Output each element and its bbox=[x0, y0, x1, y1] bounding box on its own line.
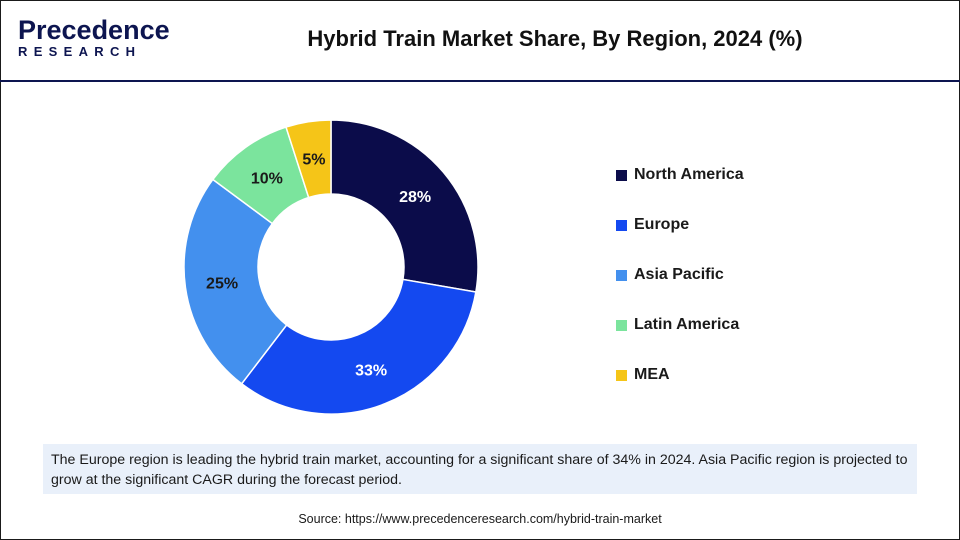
summary-note: The Europe region is leading the hybrid … bbox=[43, 444, 917, 494]
slice-europe bbox=[240, 278, 477, 415]
slice-asia-pacific bbox=[183, 178, 288, 385]
legend-swatch bbox=[616, 219, 627, 231]
legend-label: MEA bbox=[634, 366, 670, 383]
slice-label-europe: 33% bbox=[355, 362, 387, 379]
brand-logo-subtitle: RESEARCH bbox=[18, 44, 142, 59]
slice-north-america bbox=[330, 119, 479, 293]
legend-label: Latin America bbox=[634, 316, 740, 333]
brand-logo-name: Precedence bbox=[18, 15, 170, 45]
legend-label: North America bbox=[634, 166, 744, 183]
slice-mea bbox=[285, 119, 332, 199]
legend-item-north-america: North America bbox=[616, 150, 744, 200]
header: Precedence RESEARCH Hybrid Train Market … bbox=[0, 0, 960, 82]
legend-item-latin-america: Latin America bbox=[616, 300, 744, 350]
legend-swatch bbox=[616, 169, 627, 181]
legend-swatch bbox=[616, 369, 627, 381]
legend-swatch bbox=[616, 269, 627, 281]
source-citation: Source: https://www.precedenceresearch.c… bbox=[298, 512, 662, 526]
legend-label: Asia Pacific bbox=[634, 266, 724, 283]
slice-label-latin-america: 10% bbox=[251, 171, 283, 188]
donut-chart: 28% 33% 25% 10% 5% bbox=[183, 119, 479, 415]
legend-item-mea: MEA bbox=[616, 350, 744, 400]
brand-logo: Precedence RESEARCH bbox=[18, 15, 170, 66]
slice-label-mea: 5% bbox=[302, 151, 325, 168]
legend-item-europe: Europe bbox=[616, 200, 744, 250]
chart-legend: North America Europe Asia Pacific Latin Ame… bbox=[616, 150, 744, 400]
chart-title: Hybrid Train Market Share, By Region, 20… bbox=[307, 26, 803, 51]
legend-swatch bbox=[616, 319, 627, 331]
legend-label: Europe bbox=[634, 216, 690, 233]
slice-label-asia-pacific: 25% bbox=[206, 275, 238, 292]
legend-item-asia-pacific: Asia Pacific bbox=[616, 250, 744, 300]
slice-label-north-america: 28% bbox=[399, 189, 431, 206]
